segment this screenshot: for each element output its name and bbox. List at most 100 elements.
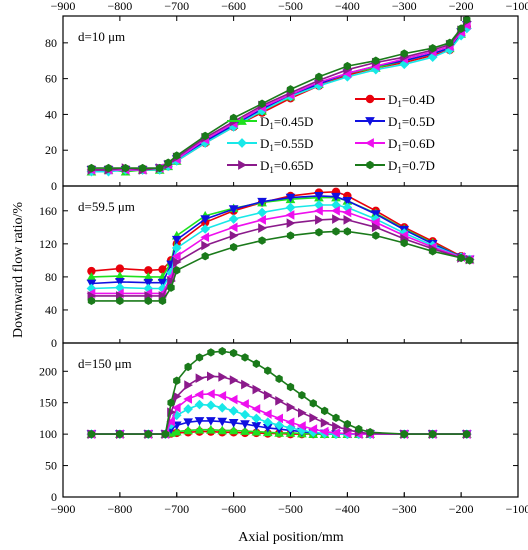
data-point — [161, 429, 170, 439]
x-tick-label-bottom: −400 — [335, 502, 360, 516]
data-point — [286, 382, 295, 392]
data-point — [429, 247, 437, 256]
data-point — [241, 379, 250, 390]
data-point — [331, 205, 340, 216]
data-point — [466, 256, 474, 265]
x-tick-label-bottom: −600 — [221, 502, 246, 516]
series-5 — [86, 205, 474, 299]
x-tick-label-bottom: −700 — [164, 502, 189, 516]
data-point — [201, 240, 211, 251]
series-3 — [86, 192, 475, 289]
data-point — [400, 49, 408, 58]
data-point — [258, 99, 266, 108]
data-point — [286, 218, 296, 229]
data-point — [285, 210, 295, 220]
data-point — [251, 413, 262, 424]
legend-entry-5: D1=0.6D — [355, 136, 435, 153]
data-point — [116, 429, 124, 439]
legend-label: D1=0.65D — [260, 158, 313, 175]
data-point — [228, 214, 239, 224]
y-tick-label: 0 — [51, 336, 57, 350]
legend-label: D1=0.5D — [388, 114, 435, 131]
data-point — [342, 197, 353, 206]
data-point — [429, 44, 437, 53]
data-point — [264, 366, 272, 375]
data-point — [314, 205, 323, 216]
data-point — [286, 231, 295, 240]
data-point — [116, 296, 124, 306]
y-tick-label: 120 — [39, 237, 57, 251]
data-point — [320, 406, 329, 416]
axes-layer: −900 −900 −800 −800 −700 −700 −600 −600 −500 −500… — [51, 0, 528, 516]
data-point — [343, 61, 352, 71]
data-point — [183, 418, 193, 428]
data-point — [217, 417, 228, 427]
legend-entry-2: D1=0.45D — [227, 114, 313, 131]
data-point — [343, 424, 353, 435]
data-point — [252, 384, 262, 395]
data-point — [343, 215, 353, 225]
y-tick-label: 100 — [39, 427, 57, 441]
panel-3: 0 50 100 150 200 d=150 μm — [39, 346, 518, 504]
data-point — [138, 163, 147, 173]
x-tick-label-top: −100 — [506, 0, 528, 13]
x-tick-label-top: −600 — [221, 0, 246, 13]
data-point — [285, 193, 296, 203]
legend-marker — [365, 94, 375, 104]
data-point — [285, 417, 295, 428]
data-point — [195, 373, 205, 384]
legend-entry-7: D1=0.7D — [355, 158, 435, 175]
x-tick-label-top: −900 — [51, 0, 76, 13]
legend-label: D1=0.4D — [388, 92, 435, 109]
data-point — [206, 424, 216, 434]
data-point — [167, 283, 175, 292]
data-point — [200, 232, 210, 243]
data-point — [366, 428, 374, 437]
x-tick-label-top: −800 — [107, 0, 132, 13]
panel-2: 0 40 80 120 160 d=59.5 μm — [39, 187, 518, 350]
legend-marker — [365, 138, 374, 148]
data-point — [184, 380, 193, 390]
data-point — [228, 394, 238, 405]
data-point — [207, 371, 216, 382]
data-point — [143, 278, 154, 288]
legend-marker — [238, 160, 247, 170]
legend-marker — [237, 116, 247, 125]
legend-marker — [365, 117, 375, 126]
data-point — [115, 271, 125, 280]
series-line — [91, 190, 470, 272]
data-point — [87, 163, 96, 173]
data-point — [315, 72, 323, 82]
data-point — [262, 409, 272, 419]
legend-label: D1=0.7D — [388, 158, 435, 175]
y-tick-label: 40 — [45, 107, 57, 121]
data-point — [104, 163, 113, 173]
y-tick-label: 80 — [45, 36, 57, 50]
data-point — [184, 362, 192, 372]
data-point — [87, 296, 96, 306]
data-point — [332, 413, 340, 422]
x-tick-label-bottom: −500 — [278, 502, 303, 516]
y-tick-label: 80 — [45, 270, 57, 284]
data-point — [274, 420, 284, 431]
series-7 — [87, 16, 471, 173]
data-point — [217, 425, 228, 435]
data-point — [156, 163, 164, 173]
data-point — [115, 264, 125, 273]
data-point — [257, 215, 266, 225]
data-point — [228, 418, 239, 428]
series-7 — [87, 227, 474, 306]
data-point — [144, 266, 153, 275]
data-point — [228, 205, 239, 214]
data-point — [343, 419, 352, 429]
data-point — [298, 407, 307, 418]
y-tick-label: 60 — [45, 72, 57, 86]
data-point — [457, 253, 465, 263]
data-point — [308, 424, 318, 434]
x-tick-label-top: −300 — [392, 0, 417, 13]
data-point — [285, 202, 296, 213]
data-point — [286, 85, 295, 94]
legend: D1=0.4D D1=0.45D D1=0.5D D1=0.55D D1=0.6D D1=… — [227, 92, 435, 175]
y-tick-label: 20 — [45, 143, 57, 157]
